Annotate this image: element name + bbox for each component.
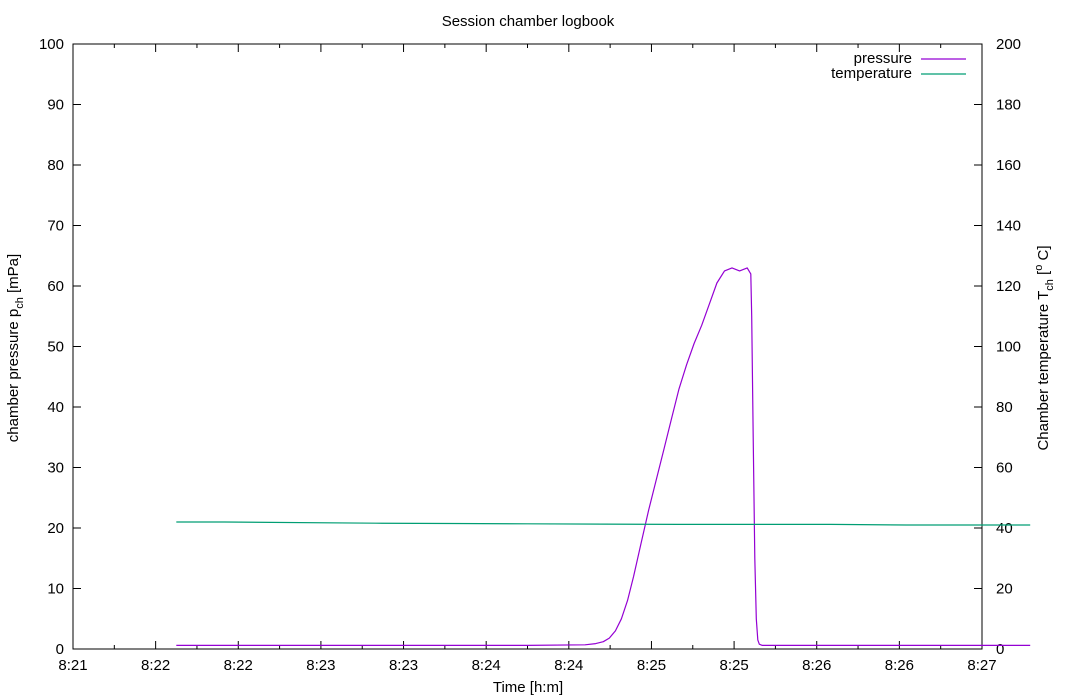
x-tick-label: 8:22 (141, 657, 170, 674)
y2-axis-title-unit-close: C] (1035, 245, 1052, 264)
y2-tick-label: 20 (996, 581, 1013, 598)
x-tick-label: 8:27 (967, 657, 996, 674)
y2-axis-title-superscript: o (1033, 265, 1045, 271)
x-axis: 8:21 8:22 8:22 8:23 8:23 8:24 8:24 8:25 8:25 8:26… (58, 44, 997, 674)
plot-frame (72, 43, 983, 650)
x-tick-label: 8:25 (637, 657, 666, 674)
y-tick-label: 20 (47, 520, 64, 537)
y2-tick-label: 160 (996, 157, 1021, 174)
y-axis-title-unit: [mPa] (5, 254, 22, 297)
y-tick-label: 60 (47, 278, 64, 295)
y-tick-label: 80 (47, 157, 64, 174)
y-tick-label: 50 (47, 339, 64, 356)
y-axis-title-subscript: ch (14, 297, 26, 309)
y2-tick-label: 40 (996, 520, 1013, 537)
x-tick-label: 8:25 (719, 657, 748, 674)
y2-tick-label: 80 (996, 399, 1013, 416)
x-tick-label: 8:26 (802, 657, 831, 674)
y-tick-label: 70 (47, 218, 64, 235)
y2-axis-title-subscript: ch (1044, 279, 1056, 291)
y2-tick-label: 140 (996, 218, 1021, 235)
x-tick-label: 8:24 (472, 657, 501, 674)
y2-axis-title-main: Chamber temperature T (1035, 291, 1052, 451)
x-tick-label: 8:22 (224, 657, 253, 674)
x-tick-label: 8:21 (58, 657, 87, 674)
y-axis-left: 0 10 20 30 40 50 60 70 80 90 100 (39, 36, 81, 658)
y2-tick-label: 120 (996, 278, 1021, 295)
x-tick-label: 8:23 (389, 657, 418, 674)
series-layer (176, 267, 1031, 647)
y-axis-title-main: chamber pressure p (5, 309, 22, 442)
y-tick-label: 10 (47, 581, 64, 598)
y-axis-title-right: Chamber temperature Tch [o C] (1033, 245, 1056, 450)
y-tick-label: 100 (39, 36, 64, 53)
legend-label-pressure: pressure (854, 50, 912, 67)
y2-tick-label: 200 (996, 36, 1021, 53)
x-tick-label: 8:24 (554, 657, 583, 674)
legend-label-temperature: temperature (831, 65, 912, 82)
series-line-pressure (176, 267, 1031, 647)
y-tick-label: 90 (47, 97, 64, 114)
y2-axis-title-unit-open: [ (1035, 270, 1052, 279)
y2-tick-label: 100 (996, 339, 1021, 356)
chart-title: Session chamber logbook (442, 13, 615, 30)
x-axis-title: Time [h:m] (493, 679, 563, 696)
x-tick-label: 8:26 (885, 657, 914, 674)
y-axis-title-left: chamber pressure pch [mPa] (5, 254, 26, 442)
y2-tick-label: 180 (996, 97, 1021, 114)
x-tick-label: 8:23 (306, 657, 335, 674)
series-line-temperature (176, 521, 1031, 526)
y-tick-label: 30 (47, 460, 64, 477)
y2-tick-label: 60 (996, 460, 1013, 477)
y2-tick-label: 0 (996, 641, 1004, 658)
y-tick-label: 40 (47, 399, 64, 416)
y-axis-right: 0 20 40 60 80 100 120 140 160 180 200 (974, 36, 1021, 658)
y-tick-label: 0 (56, 641, 64, 658)
